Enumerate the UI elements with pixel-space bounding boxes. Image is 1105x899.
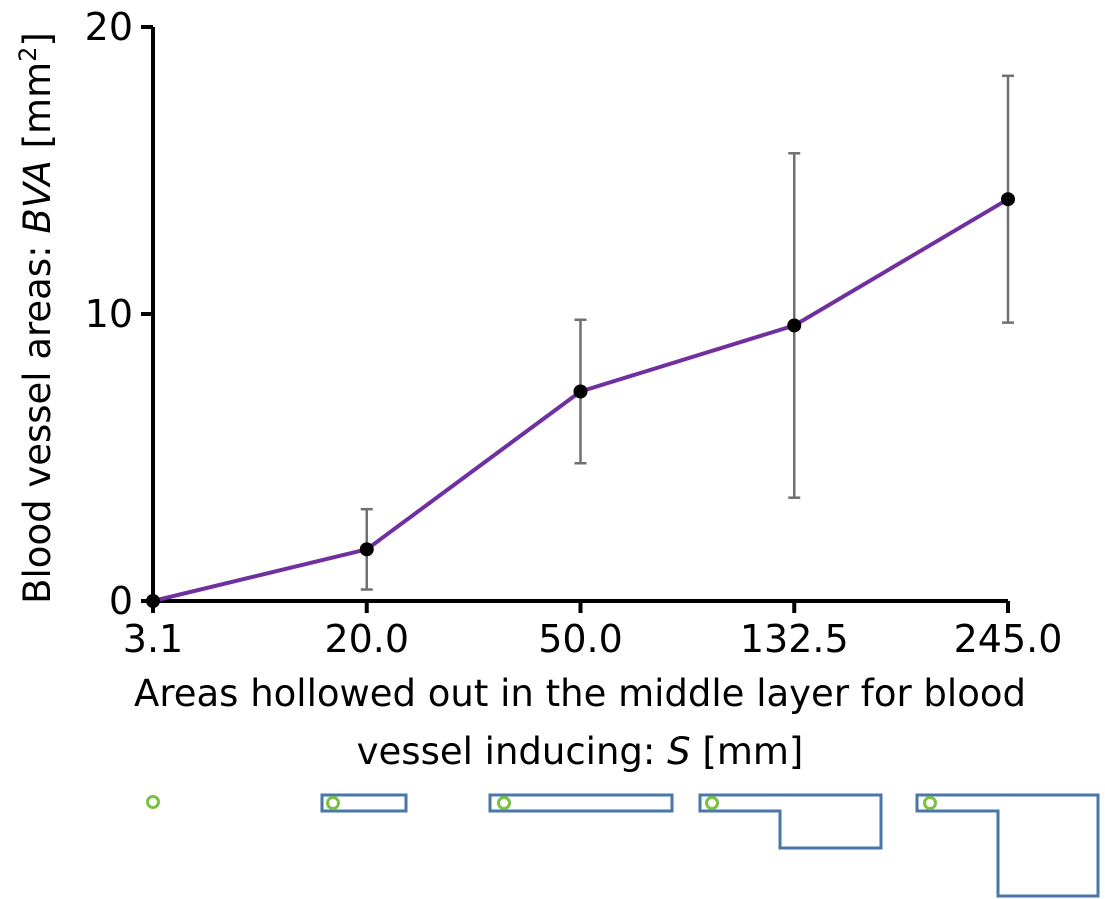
data-point [359,542,374,557]
x-tick-label: 245.0 [954,617,1063,661]
error-bars [360,74,1014,591]
x-axis-title-line2-suffix: [mm] [691,730,804,773]
x-tick-label: 3.1 [123,617,183,661]
x-axis-title-line2-prefix: vessel inducing: [357,730,667,773]
schematic-diagrams [146,793,1100,898]
x-tick-label: 20.0 [324,617,409,661]
x-tick-label: 50.0 [538,617,623,661]
y-tick-labels: 0 10 20 [85,5,153,623]
y-axis-title-italic: BVA [16,160,59,234]
schematic-5-circle [923,796,937,810]
data-point [1001,192,1015,207]
y-axis-title: Blood vessel areas: BVA [mm2] [14,32,59,604]
y-tick-label: 10 [85,292,133,336]
data-markers [146,192,1015,608]
axes [151,27,1008,603]
schematic-4-circle [705,796,719,810]
x-axis-title-italic: S [667,730,691,773]
schematic-3-circle [497,796,511,810]
x-tick-label: 132.5 [740,617,849,661]
y-axis-title-superscript: 2 [14,47,42,62]
schematic-1-circle [146,795,160,809]
y-tick-label: 0 [109,579,133,623]
schematic-2-outline [320,793,408,813]
y-tick-label: 20 [85,5,133,49]
x-axis-title-line1: Areas hollowed out in the middle layer f… [134,672,1026,715]
x-tick-labels: 3.1 20.0 50.0 132.5 245.0 [123,601,1063,661]
y-axis-title-unit: [mm [16,62,59,160]
schematic-5-outline [915,793,1100,898]
y-axis-title-prefix: Blood vessel areas: [16,234,59,604]
schematic-3-outline [488,793,674,813]
data-point [573,384,588,399]
y-axis-title-close: ] [16,32,59,46]
data-point [787,318,802,333]
schematic-2-circle [326,796,340,810]
schematic-4-outline [698,793,883,850]
x-axis-title-line2: vessel inducing: S [mm] [357,730,804,773]
